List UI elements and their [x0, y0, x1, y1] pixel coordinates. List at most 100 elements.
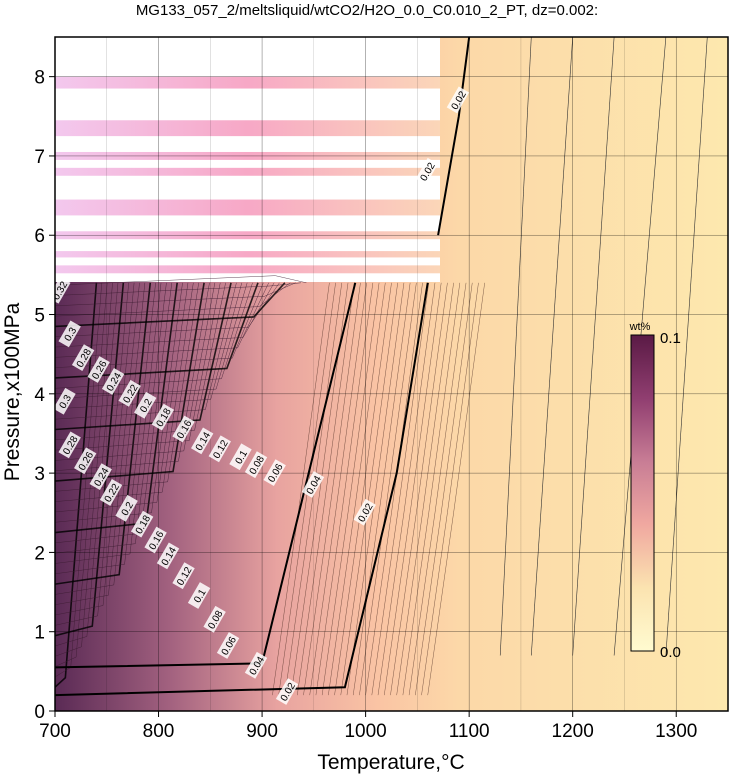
- contour-label-bg: [301, 471, 325, 498]
- y-tick-label: 6: [34, 226, 45, 247]
- contour-line: [402, 282, 461, 696]
- contour-line: [55, 282, 226, 441]
- contour-line: [384, 282, 442, 696]
- contour-label-bg: [73, 447, 97, 475]
- y-axis: 0 1 2 3 4 5 6 7 8: [34, 68, 55, 723]
- y-tick-label: 7: [34, 147, 45, 168]
- contour-line: [328, 282, 386, 696]
- y-tick-label: 8: [34, 68, 45, 89]
- contour-label-bg: [244, 451, 268, 479]
- stripe-band: [55, 265, 440, 274]
- plot-area: 0.320.30.280.260.240.220.20.180.160.140.…: [55, 37, 728, 711]
- contour-line: [55, 282, 98, 688]
- contour-label-bg: [71, 344, 95, 372]
- contour-line: [55, 282, 167, 554]
- contour-line: [55, 282, 152, 585]
- contour-line-major: [437, 37, 471, 236]
- contour-line: [421, 282, 479, 696]
- contour-label-bg: [190, 427, 214, 455]
- contour-line: [377, 282, 436, 696]
- contour-line: [303, 282, 361, 696]
- contour-label-bg: [244, 651, 268, 679]
- contour-line: [55, 282, 216, 461]
- contour-label-bg: [172, 562, 195, 590]
- contour-line: [55, 282, 194, 502]
- x-tick-label: 900: [246, 721, 278, 742]
- contour-line: [415, 282, 473, 696]
- contour-label-bg: [353, 498, 376, 526]
- x-tick-label: 800: [143, 721, 175, 742]
- contour-line: [55, 282, 135, 616]
- contour-label-bg: [156, 542, 180, 570]
- colorbar-min-label: 0.0: [660, 644, 681, 661]
- contour-line: [55, 282, 264, 368]
- contour-line: [278, 282, 336, 696]
- chart-title: MG133_057_2/meltsliquid/wtCO2/H2O_0.0_C0…: [136, 2, 598, 19]
- contour-line: [55, 282, 221, 451]
- contour-line: [371, 282, 430, 696]
- contour-label-bg: [446, 86, 470, 114]
- contour-line: [55, 282, 108, 667]
- contour-line: [55, 282, 199, 492]
- colorbar-max-label: 0.1: [660, 330, 681, 347]
- contour-label-bg: [216, 632, 240, 659]
- contour-label-bg: [187, 582, 211, 609]
- stripe-band: [55, 199, 440, 216]
- contour-line: [309, 282, 367, 696]
- x-tick-label: 1000: [344, 721, 386, 742]
- contour-label-bg: [172, 415, 195, 443]
- contour-line: [359, 282, 417, 696]
- contour-label-bg: [134, 391, 157, 419]
- contour-label-bg: [115, 494, 138, 522]
- contour-line: [321, 282, 380, 696]
- contour-line: [55, 282, 237, 420]
- colorbar: wt% 0.1 0.0: [629, 321, 681, 661]
- contour-label-bg: [101, 368, 125, 395]
- contour-line: [55, 282, 243, 410]
- contour-line: [55, 282, 183, 523]
- contour-label-bg: [263, 459, 286, 487]
- contour-label-bg: [89, 463, 112, 490]
- y-tick-label: 3: [34, 464, 45, 485]
- contour-line: [55, 282, 189, 513]
- contour-label-bg: [99, 479, 123, 506]
- contour-label-bg: [144, 526, 167, 554]
- y-tick-label: 1: [34, 623, 45, 644]
- contour-line: [396, 282, 454, 696]
- x-tick-label: 700: [39, 721, 71, 742]
- contour-label-bg: [130, 510, 154, 538]
- contour-line: [55, 282, 286, 328]
- contour-line: [408, 282, 467, 696]
- contour-line: [55, 282, 269, 358]
- x-tick-label: 1200: [552, 721, 594, 742]
- contour-line: [55, 282, 291, 317]
- contour-label-bg: [203, 605, 226, 633]
- contour-label-bg: [87, 356, 110, 383]
- contour-line: [284, 282, 343, 696]
- y-tick-label: 5: [34, 306, 45, 327]
- contour-line: [55, 282, 275, 348]
- x-tick-label: 1300: [655, 721, 697, 742]
- contour-label-bg: [55, 387, 76, 415]
- stripe-band: [55, 167, 440, 176]
- contour-line: [365, 282, 423, 696]
- x-axis: 700 800 900 1000 1100 1200 1300: [39, 711, 697, 742]
- contour-line: [55, 282, 296, 307]
- y-tick-label: 0: [34, 702, 45, 723]
- contour-label-bg: [118, 379, 141, 407]
- grid-lines: [55, 37, 728, 711]
- contour-line: [55, 282, 210, 471]
- contour-line: [55, 282, 156, 575]
- stripe-band: [55, 120, 440, 137]
- contour-line-major: [55, 282, 429, 697]
- colorbar-unit: wt%: [629, 321, 651, 333]
- contour-label-bg: [58, 320, 81, 348]
- stripe-band: [55, 251, 440, 258]
- contour-line: [427, 282, 485, 696]
- contour-line: [55, 282, 119, 647]
- y-tick-label: 2: [34, 543, 45, 564]
- contour-line: [55, 282, 125, 637]
- contour-line: [55, 282, 113, 657]
- contour-label-bg: [151, 403, 175, 431]
